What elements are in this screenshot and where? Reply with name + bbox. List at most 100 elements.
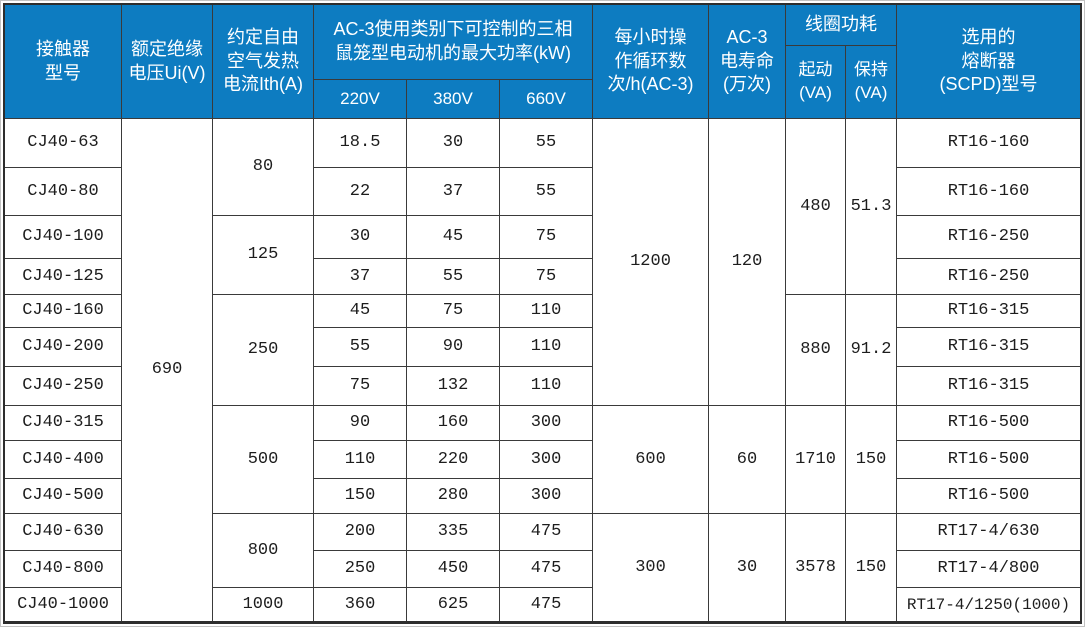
cell-model: CJ40-630 xyxy=(5,514,122,551)
header-insulation-voltage: 额定绝缘 电压Ui(V) xyxy=(122,5,213,119)
cell-kw-660: 475 xyxy=(500,514,593,551)
text-line: 220V xyxy=(340,88,380,108)
cell-model: CJ40-160 xyxy=(5,295,122,328)
cell-model: CJ40-63 xyxy=(5,119,122,168)
cell-kw-220: 360 xyxy=(314,588,407,621)
cell-kw-380: 55 xyxy=(407,259,500,295)
text-line: AC-3 xyxy=(726,26,768,47)
header-electrical-life: AC-3 电寿命 (万次) xyxy=(709,5,786,119)
cell-kw-660: 300 xyxy=(500,406,593,441)
text-line: 保持 xyxy=(854,60,888,80)
cell-fuse: RT16-160 xyxy=(897,168,1080,216)
text-line: 660V xyxy=(526,88,566,108)
text-line: 电流Ith(A) xyxy=(222,74,303,95)
cell-fuse: RT17-4/1250(1000) xyxy=(906,595,1071,614)
header-thermal-current: 约定自由 空气发热 电流Ith(A) xyxy=(213,5,314,119)
cell-kw-380: 75 xyxy=(407,295,500,328)
cell-kw-220: 18.5 xyxy=(314,119,407,168)
cell-kw-220: 110 xyxy=(314,441,407,479)
cell-kw-380: 280 xyxy=(407,479,500,514)
cell-model: CJ40-80 xyxy=(5,168,122,216)
text-line: (VA) xyxy=(854,83,888,102)
cell-kw-660: 110 xyxy=(500,328,593,367)
cell-kw-660: 475 xyxy=(500,551,593,588)
cell-thermal-current: 1000 xyxy=(213,588,314,621)
text-line: 选用的 xyxy=(961,26,1016,47)
header-cycles-per-hour: 每小时操 作循环数 次/h(AC-3) xyxy=(593,5,709,119)
cell-life: 60 xyxy=(709,406,786,514)
text-line: (SCPD)型号 xyxy=(939,74,1038,95)
cell-coil-start: 1710 xyxy=(786,406,846,514)
cell-kw-380: 625 xyxy=(407,588,500,621)
cell-thermal-current: 250 xyxy=(213,295,314,406)
cell-thermal-current: 80 xyxy=(213,119,314,216)
cell-model: CJ40-315 xyxy=(5,406,122,441)
header-coil-start: 起动 (VA) xyxy=(786,46,846,119)
cell-kw-220: 75 xyxy=(314,367,407,406)
header-coil-hold: 保持 (VA) xyxy=(846,46,897,119)
cell-fuse: RT17-4/630 xyxy=(897,514,1080,551)
text-line: 熔断器 xyxy=(961,50,1016,71)
cell-thermal-current: 125 xyxy=(213,216,314,295)
cell-fuse: RT16-315 xyxy=(897,295,1080,328)
text-line: 约定自由 xyxy=(227,26,299,47)
cell-kw-380: 335 xyxy=(407,514,500,551)
cell-fuse: RT16-315 xyxy=(897,367,1080,406)
header-220v: 220V xyxy=(314,80,407,119)
cell-thermal-current: 800 xyxy=(213,514,314,588)
cell-kw-220: 30 xyxy=(314,216,407,259)
cell-model: CJ40-1000 xyxy=(5,588,122,621)
cell-cycles: 600 xyxy=(593,406,709,514)
cell-fuse: RT16-500 xyxy=(897,479,1080,514)
text-line: 380V xyxy=(433,88,473,108)
cell-kw-660: 55 xyxy=(500,119,593,168)
cell-kw-380: 450 xyxy=(407,551,500,588)
cell-coil-hold: 51.3 xyxy=(846,119,897,295)
header-380v: 380V xyxy=(407,80,500,119)
cell-kw-380: 160 xyxy=(407,406,500,441)
cell-kw-220: 37 xyxy=(314,259,407,295)
text-line: 鼠笼型电动机的最大功率(kW) xyxy=(335,43,571,63)
cell-coil-start: 480 xyxy=(786,119,846,295)
cell-thermal-current: 500 xyxy=(213,406,314,514)
cell-fuse: RT16-250 xyxy=(897,259,1080,295)
text-line: 起动 xyxy=(798,60,833,80)
cell-cycles: 1200 xyxy=(593,119,709,406)
cell-kw-220: 200 xyxy=(314,514,407,551)
header-contactor-model: 接触器 型号 xyxy=(5,5,122,119)
cell-coil-hold: 150 xyxy=(846,514,897,621)
cell-fuse: RT16-160 xyxy=(897,119,1080,168)
cell-fuse: RT16-500 xyxy=(897,441,1080,479)
cell-coil-hold: 150 xyxy=(846,406,897,514)
cell-kw-380: 37 xyxy=(407,168,500,216)
cell-life: 120 xyxy=(709,119,786,406)
cell-kw-660: 300 xyxy=(500,479,593,514)
cell-model: CJ40-800 xyxy=(5,551,122,588)
cell-coil-hold: 91.2 xyxy=(846,295,897,406)
cell-fuse: RT16-250 xyxy=(897,216,1080,259)
cell-kw-660: 75 xyxy=(500,216,593,259)
cell-kw-380: 220 xyxy=(407,441,500,479)
cell-kw-220: 90 xyxy=(314,406,407,441)
text-line: 作循环数 xyxy=(614,50,687,71)
cell-kw-660: 475 xyxy=(500,588,593,621)
cell-model: CJ40-100 xyxy=(5,216,122,259)
cell-kw-660: 110 xyxy=(500,295,593,328)
cell-coil-start: 880 xyxy=(786,295,846,406)
text-line: 每小时操 xyxy=(614,26,687,47)
cell-model: CJ40-400 xyxy=(5,441,122,479)
text-line: 线圈功耗 xyxy=(805,14,877,35)
cell-kw-380: 132 xyxy=(407,367,500,406)
cell-kw-660: 55 xyxy=(500,168,593,216)
contactor-spec-table: 接触器 型号 额定绝缘 电压Ui(V) 约定自由 空气发热 电流Ith(A) A… xyxy=(3,3,1082,624)
text-line: 接触器 xyxy=(36,38,90,59)
text-line: 型号 xyxy=(45,62,81,83)
header-kw-group: AC-3使用类别下可控制的三相 鼠笼型电动机的最大功率(kW) xyxy=(314,5,593,80)
cell-kw-380: 90 xyxy=(407,328,500,367)
cell-fuse: RT16-315 xyxy=(897,328,1080,367)
cell-coil-start: 3578 xyxy=(786,514,846,621)
cell-kw-220: 45 xyxy=(314,295,407,328)
header-coil-power: 线圈功耗 xyxy=(786,5,897,46)
text-line: 电压Ui(V) xyxy=(128,62,206,83)
